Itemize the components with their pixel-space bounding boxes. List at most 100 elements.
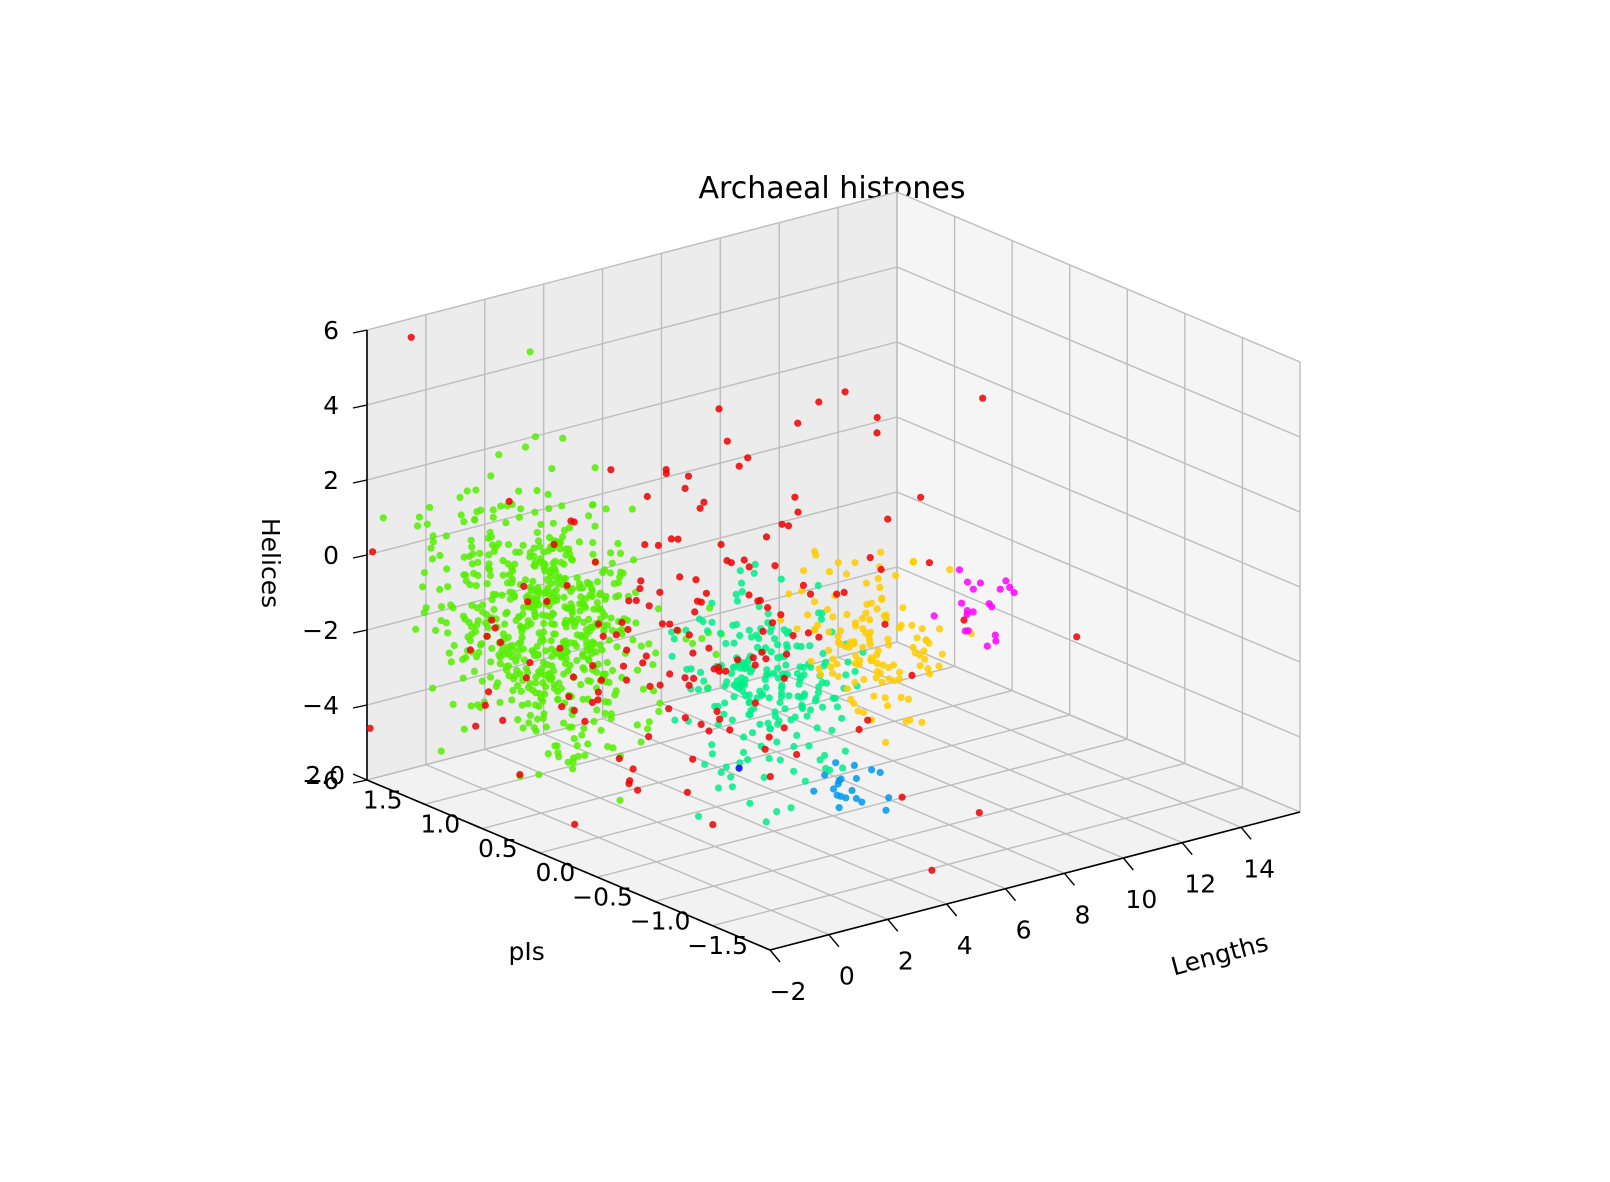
data-point: [751, 560, 759, 569]
data-point: [755, 634, 763, 643]
data-point: [751, 699, 760, 707]
y-tick-label: 0.0: [536, 858, 576, 887]
data-point: [538, 611, 546, 619]
data-point: [716, 715, 724, 723]
grid-line: [366, 566, 898, 706]
data-point: [771, 635, 779, 643]
grid-line: [366, 266, 898, 406]
data-point: [714, 784, 723, 792]
data-point: [614, 579, 623, 587]
data-point: [881, 620, 889, 628]
data-point: [556, 538, 565, 546]
data-point: [588, 584, 596, 593]
data-point: [702, 589, 711, 597]
grid-line: [543, 733, 947, 905]
data-point: [526, 711, 535, 720]
data-point: [774, 641, 782, 649]
data-point: [746, 698, 754, 706]
data-point: [926, 670, 934, 678]
data-point: [963, 610, 971, 619]
data-point: [561, 603, 569, 611]
data-point: [570, 518, 578, 526]
data-point: [656, 588, 664, 596]
data-point: [797, 693, 805, 702]
data-point: [550, 684, 559, 693]
data-point: [622, 676, 631, 684]
data-point: [821, 771, 829, 779]
data-point: [481, 701, 489, 709]
data-point: [668, 652, 676, 660]
data-point: [750, 704, 758, 713]
y-tick: [583, 870, 598, 878]
data-point: [560, 560, 568, 568]
data-point: [472, 486, 480, 494]
data-point: [586, 591, 594, 599]
data-point: [690, 674, 698, 683]
data-point: [559, 575, 568, 583]
data-point: [463, 487, 471, 495]
data-point: [751, 661, 759, 669]
data-point: [814, 688, 823, 697]
data-point: [585, 615, 593, 624]
data-point: [767, 648, 775, 656]
x-tick: [1122, 857, 1134, 871]
data-point: [918, 625, 926, 633]
data-point: [483, 580, 491, 588]
data-point: [484, 624, 492, 632]
data-point: [484, 534, 492, 542]
data-point: [496, 660, 504, 668]
data-point: [794, 419, 802, 427]
data-point: [436, 585, 444, 594]
data-point: [614, 539, 622, 548]
data-point: [935, 662, 943, 670]
data-point: [780, 724, 788, 732]
data-point: [420, 569, 428, 577]
x-tick: [1063, 872, 1075, 886]
data-point: [599, 632, 607, 640]
data-point: [823, 606, 832, 614]
data-point: [722, 667, 730, 675]
x-tick: [1005, 888, 1017, 902]
data-point: [722, 639, 730, 648]
data-point: [705, 644, 713, 652]
data-point: [605, 636, 613, 644]
data-point: [895, 624, 903, 632]
data-point: [508, 696, 516, 704]
data-point: [712, 650, 720, 659]
data-point: [813, 724, 821, 732]
data-point: [685, 631, 693, 639]
data-point: [958, 599, 966, 607]
data-point: [722, 763, 730, 771]
data-point: [539, 697, 547, 705]
z-tick-label: 0: [323, 541, 339, 570]
data-point: [816, 670, 825, 679]
data-point: [745, 691, 753, 699]
data-point: [587, 640, 595, 648]
data-point: [805, 742, 813, 750]
data-point: [734, 656, 742, 664]
data-point: [713, 707, 721, 716]
data-point: [633, 721, 641, 729]
data-point: [946, 566, 954, 574]
data-point: [983, 642, 991, 650]
data-point: [429, 684, 437, 692]
data-point: [641, 541, 649, 549]
data-point: [570, 706, 578, 715]
data-point: [760, 773, 768, 782]
data-point: [468, 630, 476, 638]
data-point: [486, 571, 495, 580]
z-tick-label: −2: [302, 616, 339, 645]
data-point: [551, 742, 559, 750]
data-point: [723, 557, 731, 565]
data-point: [649, 661, 657, 669]
data-point: [545, 505, 553, 513]
data-point: [460, 518, 468, 526]
data-point: [471, 515, 479, 524]
data-point: [489, 506, 497, 514]
data-point: [851, 559, 859, 567]
data-point: [829, 785, 838, 793]
data-point: [612, 631, 620, 639]
data-point: [588, 624, 597, 632]
data-point: [432, 626, 440, 635]
data-point: [485, 560, 493, 568]
